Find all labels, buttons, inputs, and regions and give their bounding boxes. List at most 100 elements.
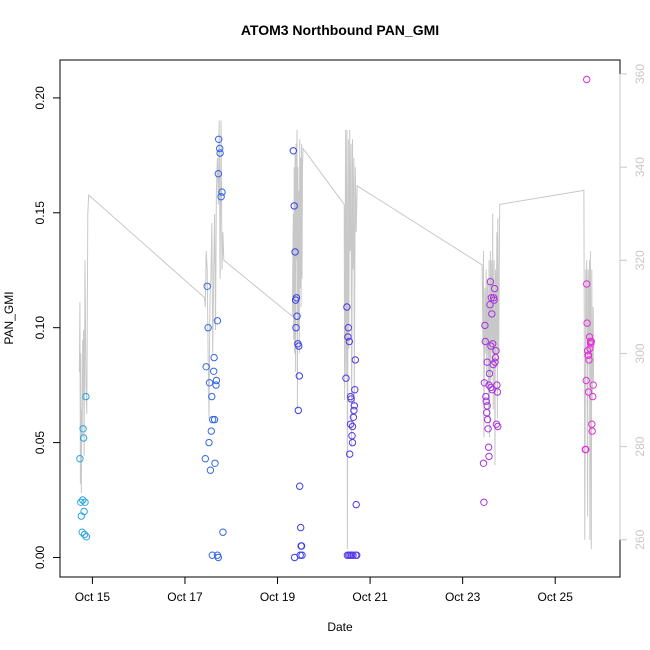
x-axis: Oct 15 Oct 17 Oct 19 Oct 21 Oct 23 Oct 25 <box>75 576 573 604</box>
data-point <box>348 422 357 431</box>
data-point <box>297 523 305 532</box>
data-point <box>217 193 225 201</box>
data-point <box>209 415 217 424</box>
y2-tick-label: 340 <box>633 157 647 177</box>
data-point <box>486 301 494 309</box>
data-point <box>293 312 301 320</box>
series-line <box>78 120 595 550</box>
data-point <box>585 333 594 341</box>
data-point <box>486 278 495 286</box>
data-point <box>345 337 353 346</box>
data-point <box>482 397 490 405</box>
data-point <box>480 379 489 387</box>
data-point <box>484 425 492 433</box>
data-point <box>349 551 357 559</box>
data-point <box>583 75 591 84</box>
y-axis: 0.00 0.05 0.10 0.15 0.20 <box>33 86 61 569</box>
data-point <box>79 434 88 442</box>
data-point <box>343 303 351 311</box>
data-point <box>214 170 223 178</box>
data-point <box>583 319 591 327</box>
x-tick-label: Oct 23 <box>445 590 481 604</box>
data-point <box>296 551 304 559</box>
data-point <box>208 392 216 401</box>
data-point <box>80 507 88 516</box>
data-point <box>584 388 593 396</box>
data-point <box>490 284 499 293</box>
data-point <box>582 445 590 454</box>
data-point <box>349 413 358 421</box>
data-point <box>76 455 84 463</box>
y2-tick-label: 300 <box>633 343 647 363</box>
data-point <box>350 402 358 410</box>
x-tick-label: Oct 17 <box>167 590 203 604</box>
data-point <box>80 530 89 539</box>
data-point <box>481 321 489 330</box>
data-point <box>212 381 220 389</box>
data-point <box>78 528 86 536</box>
data-point <box>483 358 491 366</box>
y2-tick-label: 260 <box>633 529 647 549</box>
data-point <box>589 392 597 401</box>
data-point <box>210 353 218 362</box>
data-point <box>493 388 502 396</box>
data-point <box>494 422 502 431</box>
data-point <box>344 333 352 341</box>
data-point <box>213 317 222 325</box>
data-point <box>202 363 210 371</box>
y2-tick-label: 280 <box>633 436 647 456</box>
data-point <box>205 379 214 387</box>
data-point <box>347 395 355 403</box>
y-axis-label: PAN_GMI <box>2 291 16 344</box>
data-point <box>351 386 359 394</box>
data-point <box>483 415 492 424</box>
line-series <box>78 120 595 550</box>
data-point <box>289 147 297 155</box>
data-point <box>482 392 490 401</box>
data-point <box>79 425 87 433</box>
x-axis-label: Date <box>327 620 353 634</box>
data-point <box>215 135 223 144</box>
data-point <box>491 358 499 366</box>
data-point <box>295 342 303 350</box>
data-point <box>216 144 224 153</box>
y-tick-label: 0.20 <box>33 86 47 110</box>
data-point <box>481 337 489 346</box>
data-point <box>294 406 302 415</box>
data-point <box>81 498 89 506</box>
y-tick-label: 0.05 <box>33 431 47 455</box>
data-point <box>479 459 488 467</box>
data-point <box>204 324 212 332</box>
data-point <box>352 551 360 559</box>
data-point <box>588 427 596 435</box>
data-point <box>588 420 596 428</box>
data-point <box>205 438 213 447</box>
x-tick-label: Oct 15 <box>75 590 111 604</box>
data-point <box>352 500 360 509</box>
data-point <box>210 367 218 375</box>
data-point <box>297 542 306 550</box>
data-point <box>485 369 494 378</box>
data-point <box>206 466 215 474</box>
data-point <box>346 420 355 428</box>
data-point <box>218 188 226 196</box>
data-point <box>296 482 304 490</box>
data-point <box>211 459 219 467</box>
data-point <box>212 376 221 385</box>
data-point <box>207 427 216 435</box>
data-point <box>82 392 90 401</box>
right-y-axis: 260 280 300 320 340 360 <box>619 64 647 550</box>
x-tick-label: Oct 19 <box>260 590 296 604</box>
data-point <box>344 324 352 332</box>
data-point <box>487 383 495 392</box>
data-point <box>584 351 593 359</box>
data-point <box>583 347 592 355</box>
data-point <box>351 356 359 364</box>
data-point <box>583 280 591 288</box>
data-point <box>82 533 91 541</box>
data-point <box>295 372 303 380</box>
data-point <box>585 356 593 364</box>
data-point <box>219 528 227 536</box>
data-point <box>589 381 597 389</box>
